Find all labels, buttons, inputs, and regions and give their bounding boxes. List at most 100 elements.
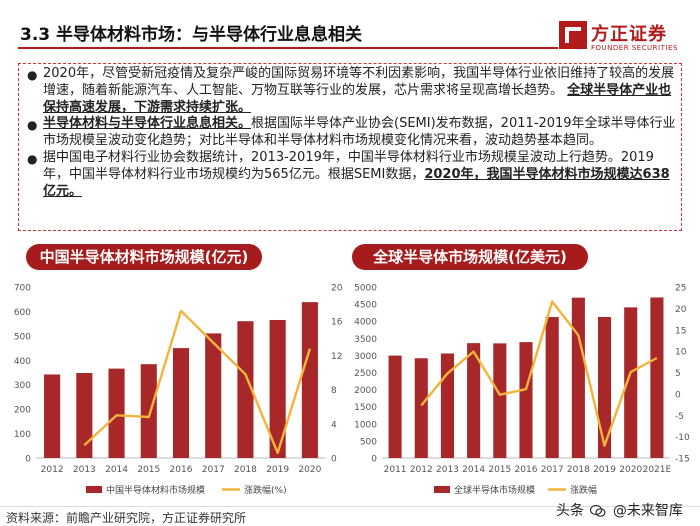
- x-tick-label: 2020: [298, 465, 321, 475]
- right-y-tick-label: 16: [331, 318, 343, 328]
- x-tick-label: 2012: [410, 465, 433, 475]
- chart-bar: [269, 319, 286, 458]
- bullet-item: ● 据中国电子材料行业协会数据统计，2013-2019年，中国半导体材料行业市场规…: [25, 150, 677, 200]
- right-y-tick-label: -5: [675, 412, 684, 422]
- logo-name-cn: 方正证券: [591, 24, 667, 45]
- right-y-tick-label: 12: [331, 352, 342, 362]
- x-tick-label: 2017: [541, 465, 564, 475]
- right-chart-title: 全球半导体市场规模(亿美元): [352, 244, 588, 270]
- bullet-emphasis: 半导体材料与半导体行业息息相关。: [43, 116, 252, 132]
- chart-bar: [237, 321, 254, 458]
- bullet-text: 2020年，尽管受新冠疫情及复杂严峻的国际贸易环境等不利因素影响，我国半导体行业…: [43, 66, 675, 98]
- watermark: 头条 @未来智库: [556, 500, 683, 520]
- left-y-tick-label: 400: [14, 357, 31, 367]
- bullet-dot-icon: ●: [27, 68, 38, 82]
- company-logo: 方正证券 FOUNDER SECURITIES: [558, 20, 682, 56]
- left-y-tick-label: 2500: [354, 369, 377, 379]
- left-y-tick-label: 0: [371, 455, 377, 465]
- x-tick-label: 2019: [593, 465, 616, 475]
- chart-bar: [598, 316, 612, 458]
- x-tick-label: 2016: [170, 465, 193, 475]
- left-y-tick-label: 2000: [354, 386, 377, 396]
- right-y-tick-label: 4: [331, 420, 337, 430]
- legend-line-label: 涨跌幅: [570, 484, 597, 496]
- x-tick-label: 2020: [619, 465, 642, 475]
- bullet-dot-icon: ●: [27, 118, 38, 133]
- bullet-dot-icon: ●: [27, 151, 38, 166]
- left-y-tick-label: 700: [14, 284, 31, 294]
- x-tick-label: 2019: [266, 465, 289, 475]
- right-y-tick-label: 0: [331, 455, 337, 465]
- chart-bar: [108, 368, 125, 458]
- left-y-tick-label: 100: [14, 430, 31, 440]
- left-y-tick-label: 200: [14, 406, 31, 416]
- footer-divider: [0, 506, 700, 507]
- left-y-tick-label: 4000: [354, 318, 377, 328]
- left-chart-title: 中国半导体材料市场规模(亿元): [26, 244, 262, 270]
- left-y-tick-label: 3500: [354, 335, 377, 345]
- bullet-text: 根据国际半导体产业协会(SEMI)发布数据，2011-2019年全球半导体行业市…: [43, 116, 676, 149]
- logo-mark-icon: [559, 21, 587, 49]
- left-y-tick-label: 0: [25, 455, 31, 465]
- chart-bar: [545, 317, 559, 458]
- x-tick-label: 2015: [488, 465, 511, 475]
- x-tick-label: 2012: [41, 465, 64, 475]
- growth-rate-line: [83, 309, 312, 455]
- chart-bar: [571, 297, 585, 458]
- left-y-tick-label: 1500: [354, 403, 377, 413]
- chart-bar: [624, 307, 638, 458]
- bullet-item: ● 2020年，尽管受新冠疫情及复杂严峻的国际贸易环境等不利因素影响，我国半导体行…: [25, 66, 677, 116]
- china-material-market-chart: 0 100 200 300 400 500 600 700 0 4 8 12 16 20 2012 2013 2…: [14, 284, 343, 497]
- watermark-name: @未来智库: [612, 503, 683, 519]
- chart-bar: [301, 302, 318, 458]
- left-y-tick-label: 4500: [354, 301, 377, 311]
- x-tick-label: 2014: [462, 465, 485, 475]
- chart-bar: [440, 353, 454, 458]
- left-y-tick-label: 300: [14, 381, 31, 391]
- left-y-tick-label: 500: [14, 332, 31, 342]
- chart-bar: [44, 374, 61, 458]
- logo-name-en: FOUNDER SECURITIES: [591, 44, 678, 52]
- chart-bar: [650, 297, 664, 458]
- x-tick-label: 2013: [73, 465, 96, 475]
- chart-bar: [493, 343, 507, 458]
- bullet-item: ● 半导体材料与半导体行业息息相关。根据国际半导体产业协会(SEMI)发布数据，2…: [25, 116, 677, 150]
- header: 3.3 半导体材料市场：与半导体行业息息相关 方正证券 FOUNDER SECU…: [0, 0, 700, 52]
- watermark-prefix: 头条: [556, 503, 584, 519]
- chart-bar: [414, 358, 428, 458]
- right-y-tick-label: -10: [675, 433, 690, 443]
- page-title: 3.3 半导体材料市场：与半导体行业息息相关: [20, 25, 363, 45]
- legend-bar-label: 中国半导体材料市场规模: [106, 484, 205, 496]
- x-tick-label: 2018: [567, 465, 590, 475]
- legend-bar-swatch: [86, 486, 102, 493]
- x-tick-label: 2016: [515, 465, 538, 475]
- legend-bar-label: 全球半导体市场规模: [454, 484, 535, 496]
- global-semiconductor-market-chart: 0 500 1000 1500 2000 2500 3000 3500 4000 4500 5000…: [354, 284, 690, 497]
- left-y-tick-label: 1000: [354, 420, 377, 430]
- x-tick-label: 2013: [436, 465, 459, 475]
- x-tick-label: 2021E: [643, 465, 672, 475]
- legend-bar-swatch: [434, 486, 450, 493]
- bullet-text: 据中国电子材料行业协会数据统计，2013-2019年，中国半导体材料行业市场规模…: [43, 149, 654, 182]
- title-underline: [18, 47, 558, 49]
- right-y-tick-label: 20: [331, 284, 343, 294]
- right-y-tick-label: 15: [675, 326, 686, 336]
- chart-bar: [172, 348, 190, 458]
- chart-bar: [388, 355, 402, 458]
- x-tick-label: 2015: [137, 465, 160, 475]
- chart-bar: [140, 364, 157, 458]
- x-tick-label: 2017: [202, 465, 225, 475]
- right-y-tick-label: 20: [675, 305, 687, 315]
- x-tick-label: 2018: [234, 465, 257, 475]
- chart-bar: [76, 372, 93, 458]
- wechat-icon: [590, 504, 607, 517]
- right-y-tick-label: 25: [675, 284, 686, 294]
- left-y-tick-label: 600: [14, 308, 31, 318]
- chart-bar: [467, 343, 481, 458]
- right-y-tick-label: 10: [675, 348, 687, 358]
- x-tick-label: 2011: [384, 465, 407, 475]
- growth-rate-line: [420, 300, 658, 447]
- right-y-tick-label: 5: [675, 369, 681, 379]
- left-y-tick-label: 3000: [354, 352, 377, 362]
- right-y-tick-label: 0: [675, 390, 681, 400]
